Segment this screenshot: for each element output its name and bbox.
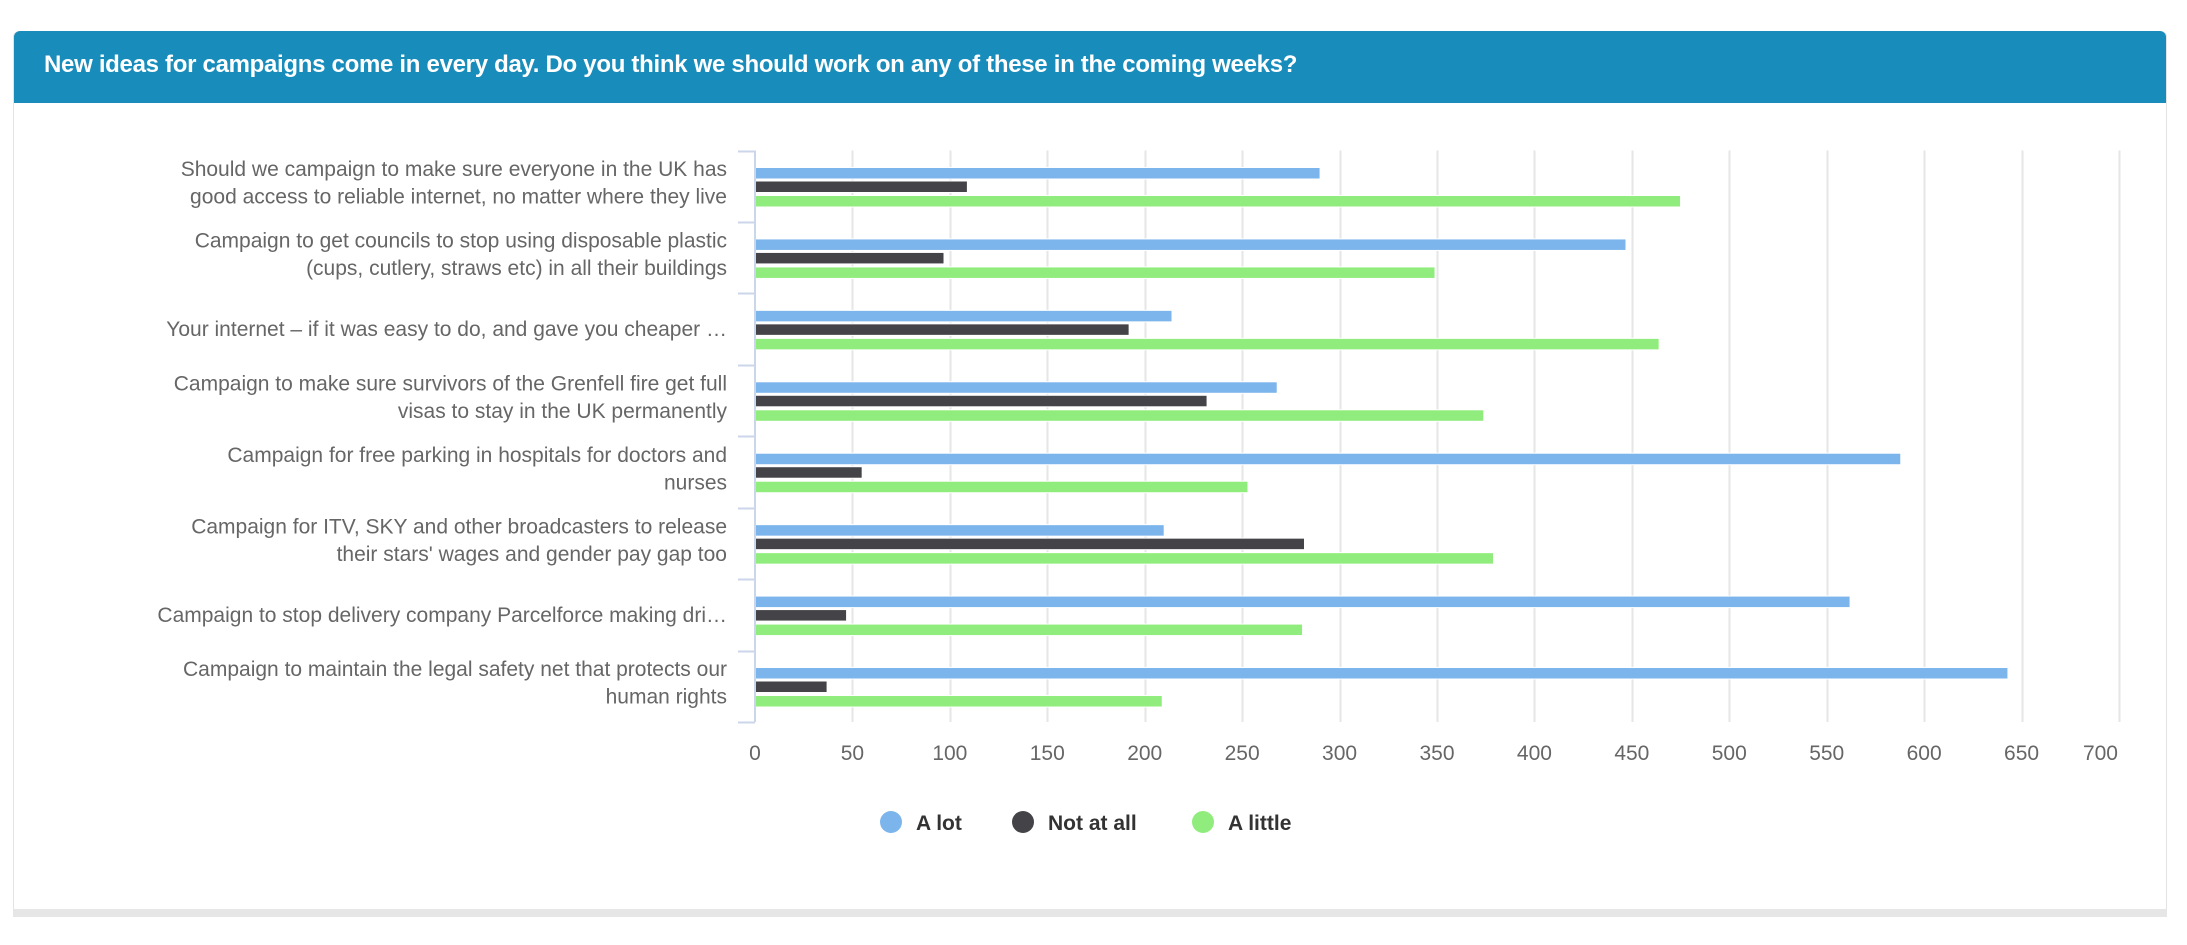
bar-a-little (754, 480, 1249, 494)
bar-a-little (754, 195, 1682, 208)
tick-label: 700 (2083, 742, 2118, 765)
category-label: Your internet – if it was easy to do, an… (166, 318, 727, 341)
tick-label: 650 (2004, 742, 2039, 765)
legend-label: Not at all (1048, 812, 1137, 835)
category-label: Campaign to stop delivery company Parcel… (157, 604, 727, 627)
legend-label: A little (1228, 812, 1291, 835)
category-label-line: their stars' wages and gender pay gap to… (337, 543, 727, 566)
bar-a-little (754, 695, 1163, 708)
bar-a-lot (754, 452, 1902, 466)
question-title: New ideas for campaigns come in every da… (44, 51, 1298, 78)
bar-not-at-all (754, 466, 863, 479)
bar-a-lot (754, 167, 1321, 180)
category-label: Campaign to make sure survivors of the G… (174, 373, 728, 424)
category-label: Should we campaign to make sure everyone… (181, 158, 727, 209)
category-label-line: Campaign to stop delivery company Parcel… (157, 604, 727, 627)
legend: A lot Not at all A little (880, 811, 1291, 835)
legend-label: A lot (916, 812, 962, 835)
legend-marker-icon (1012, 811, 1034, 833)
category-label-line: Campaign for free parking in hospitals f… (227, 444, 727, 467)
bar-a-little (754, 266, 1436, 279)
tick-label: 300 (1322, 742, 1357, 765)
bar-a-lot (754, 238, 1627, 251)
tick-label: 450 (1614, 742, 1649, 765)
category-label-line: Campaign to maintain the legal safety ne… (183, 658, 727, 681)
tick-label: 150 (1030, 742, 1065, 765)
bar-a-lot (754, 524, 1165, 537)
bar-not-at-all (754, 251, 945, 265)
bar-a-little (754, 337, 1660, 351)
category-label-line: Should we campaign to make sure everyone… (181, 158, 727, 181)
category-label-line: Your internet – if it was easy to do, an… (166, 318, 727, 341)
bar-a-little (754, 552, 1495, 565)
gridlines (851, 150, 2121, 722)
value-axis-labels: 0 50 100 150 200 250 300 350 400 450 500 550 600 650 7… (749, 742, 2118, 765)
bar-not-at-all (754, 180, 968, 193)
bars (754, 167, 2009, 708)
tick-label: 200 (1127, 742, 1162, 765)
card-header: New ideas for campaigns come in every da… (14, 31, 2166, 103)
category-label-line: Campaign for ITV, SKY and other broadcas… (191, 515, 727, 538)
category-label-line: (cups, cutlery, straws etc) in all their… (306, 257, 727, 280)
bar-not-at-all (754, 609, 848, 622)
bar-not-at-all (754, 537, 1305, 551)
bar-not-at-all (754, 323, 1130, 336)
category-label-line: Campaign to make sure survivors of the G… (174, 373, 727, 396)
bar-not-at-all (754, 394, 1208, 408)
bar-a-little (754, 409, 1485, 422)
bar-a-lot (754, 309, 1173, 323)
bar-a-lot (754, 595, 1851, 609)
bar-a-lot (754, 667, 2009, 680)
tick-label: 100 (932, 742, 967, 765)
category-label-line: human rights (606, 686, 727, 709)
legend-item-a-lot[interactable]: A lot (880, 811, 962, 835)
legend-marker-icon (880, 811, 902, 833)
tick-label: 500 (1712, 742, 1747, 765)
bar-a-little (754, 623, 1304, 637)
legend-item-a-little[interactable]: A little (1192, 811, 1291, 835)
category-label-line: visas to stay in the UK permanently (398, 400, 728, 423)
tick-label: 600 (1907, 742, 1942, 765)
category-label: Campaign to maintain the legal safety ne… (183, 658, 727, 709)
category-label-line: Campaign to get councils to stop using d… (195, 230, 727, 253)
bar-a-lot (754, 381, 1278, 394)
bar-not-at-all (754, 680, 828, 694)
category-label: Campaign for free parking in hospitals f… (227, 444, 727, 495)
legend-marker-icon (1192, 811, 1214, 833)
category-label-line: nurses (664, 471, 727, 494)
category-label-line: good access to reliable internet, no mat… (190, 186, 727, 209)
category-label: Campaign for ITV, SKY and other broadcas… (191, 515, 727, 566)
category-axis (738, 150, 756, 724)
tick-label: 350 (1419, 742, 1454, 765)
tick-label: 0 (749, 742, 761, 765)
legend-item-not-at-all[interactable]: Not at all (1012, 811, 1137, 835)
category-label: Campaign to get councils to stop using d… (195, 230, 727, 280)
tick-label: 550 (1809, 742, 1844, 765)
category-labels: Should we campaign to make sure everyone… (157, 158, 727, 709)
tick-label: 400 (1517, 742, 1552, 765)
tick-label: 50 (841, 742, 864, 765)
tick-label: 250 (1225, 742, 1260, 765)
